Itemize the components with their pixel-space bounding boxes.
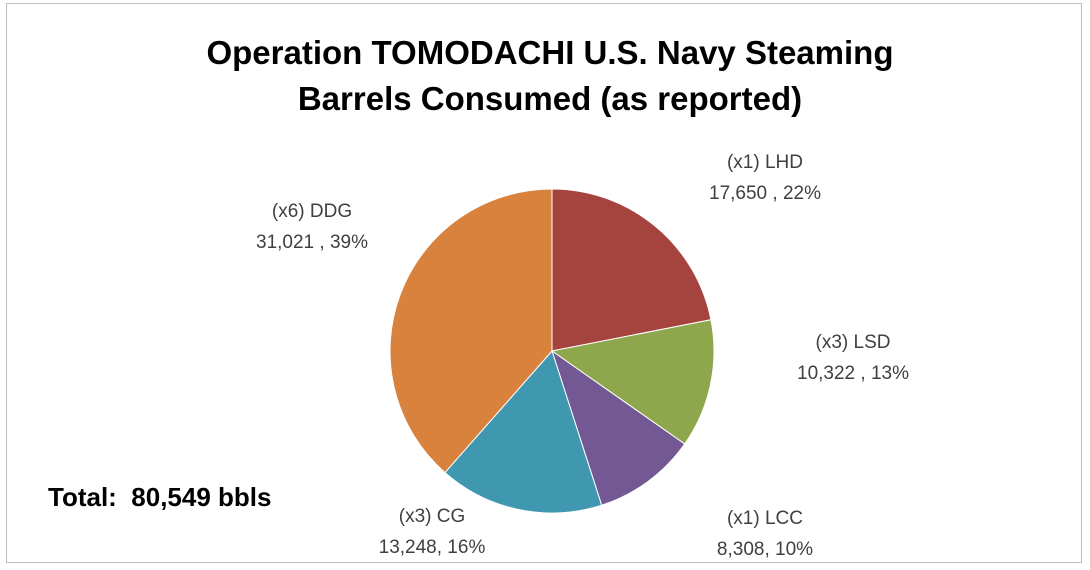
pie-slice [551, 188, 712, 352]
pie-slice [550, 319, 715, 445]
pie-slice [551, 349, 686, 506]
pie-slice [444, 350, 603, 514]
slice-category-label: (x3) LSD [816, 332, 891, 353]
slice-category-label: (x1) LCC [727, 508, 803, 529]
chart-frame [6, 3, 1082, 563]
total-annotation: Total: 80,549 bbls [48, 482, 272, 512]
slice-value-label: 8,308, 10% [717, 539, 813, 560]
slice-value-label: 17,650 , 22% [709, 183, 821, 204]
slice-category-label: (x3) CG [399, 506, 466, 527]
slice-category-label: (x6) DDG [272, 201, 352, 222]
slice-value-label: 10,322 , 13% [797, 363, 909, 384]
chart-title: Operation TOMODACHI U.S. Navy Steaming B… [206, 34, 894, 117]
slice-value-label: 31,021 , 39% [256, 232, 368, 253]
slice-category-label: (x1) LHD [727, 152, 803, 173]
slice-value-label: 13,248, 16% [379, 537, 486, 558]
pie-slice [389, 188, 553, 474]
